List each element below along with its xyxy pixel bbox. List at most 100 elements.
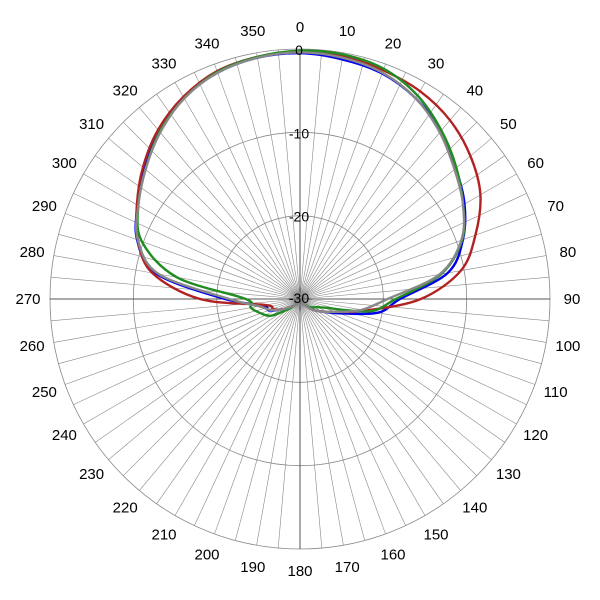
grid-spoke [156,94,301,300]
angular-tick-label: 240 [52,427,77,444]
grid-spoke [214,63,301,300]
grid-spoke [299,298,527,405]
grid-spoke [299,255,547,300]
grid-spoke [139,107,301,300]
grid-spoke [299,138,492,300]
grid-spoke [156,298,301,504]
angular-tick-label: 130 [496,466,521,483]
angular-tick-label: 70 [547,198,564,215]
grid-spoke [299,298,386,535]
angular-tick-label: 340 [194,35,219,52]
grid-spoke [83,298,301,425]
grid-spoke [73,193,301,300]
angular-tick-labels: 0 10 20 30 40 50 60 70 80 90 100 110 120 130 140 150 160… [15,19,580,580]
angular-tick-label: 100 [555,338,580,355]
angular-tick-label: 310 [79,116,104,133]
angular-tick-label: 190 [240,559,265,576]
grid-spoke [256,298,301,546]
grid-spoke [123,298,301,476]
angular-tick-label: 350 [240,23,265,40]
grid-spoke [95,155,301,300]
grid-spoke [299,298,550,322]
angular-tick-label: 150 [423,527,448,544]
radial-tick-label: -30 [289,290,309,306]
angular-tick-label: 300 [52,155,77,172]
angular-tick-label: 330 [151,55,176,72]
angular-tick-label: 320 [113,83,138,100]
angular-tick-label: 20 [385,35,402,52]
grid-spoke [95,298,301,443]
angular-tick-label: 30 [428,55,445,72]
angular-tick-label: 80 [560,244,577,261]
angular-tick-label: 200 [194,547,219,564]
angular-tick-label: 260 [20,338,45,355]
grid-spoke [299,298,517,425]
grid-spoke [299,213,536,300]
grid-spoke [299,57,365,300]
grid-spoke [174,82,301,300]
grid-spoke [299,298,406,526]
grid-spoke [299,234,542,300]
grid-spoke [299,298,547,343]
angular-tick-label: 160 [380,547,405,564]
grid-spoke [174,298,301,516]
angular-tick-label: 210 [151,527,176,544]
series-line-2 [134,50,482,314]
grid-spoke [277,49,301,300]
angular-tick-label: 40 [466,83,483,100]
grid-spoke [58,298,301,364]
grid-spoke [299,298,323,549]
grid-spoke [108,138,301,300]
grid-spoke [299,298,461,491]
grid-spoke [108,298,301,460]
grid-spoke [299,298,492,460]
angular-tick-label: 280 [20,244,45,261]
grid-spoke [299,298,344,546]
radial-tick-label: -20 [289,209,309,225]
angular-tick-label: 220 [113,499,138,516]
grid-spoke [299,52,344,300]
angular-tick-label: 60 [527,155,544,172]
grid-spoke [235,57,301,300]
grid-spoke [64,298,301,385]
grid-spoke [299,82,426,300]
grid-spoke [50,298,301,322]
grid-spoke [194,72,301,300]
grid-spoke [64,213,301,300]
grid-spoke [299,94,444,300]
grid-spoke [299,193,527,300]
radial-tick-labels: 0 -10 -20 -30 [289,42,309,306]
grid-spoke [214,298,301,535]
grid-spoke [299,107,461,300]
series-line-3 [136,49,466,318]
angular-tick-label: 170 [335,559,360,576]
grid-spoke [73,298,301,405]
angular-tick-label: 0 [296,19,304,36]
grid-spoke [299,298,505,443]
grid-spoke [299,155,505,300]
angular-tick-label: 10 [339,23,356,40]
angular-tick-label: 230 [79,466,104,483]
grid-spoke [83,173,301,300]
angular-tick-label: 180 [287,563,312,580]
grid-spoke [299,298,365,541]
grid-spoke [299,49,323,300]
grid-spoke [299,298,477,476]
grid-spoke [235,298,301,541]
grid-spoke [277,298,301,549]
angular-tick-label: 270 [15,291,40,308]
grid-spoke [299,298,444,504]
angular-tick-label: 140 [462,499,487,516]
angular-tick-label: 120 [523,427,548,444]
series-line-4 [135,51,466,314]
angular-tick-label: 290 [32,198,57,215]
grid-spoke [299,63,386,300]
angular-tick-label: 110 [544,384,568,401]
grid-spoke [299,173,517,300]
radial-tick-label: -10 [289,125,309,141]
angular-tick-label: 50 [500,116,517,133]
radial-tick-label: 0 [295,42,303,58]
series-layer [134,49,482,318]
grid-spoke [256,52,301,300]
